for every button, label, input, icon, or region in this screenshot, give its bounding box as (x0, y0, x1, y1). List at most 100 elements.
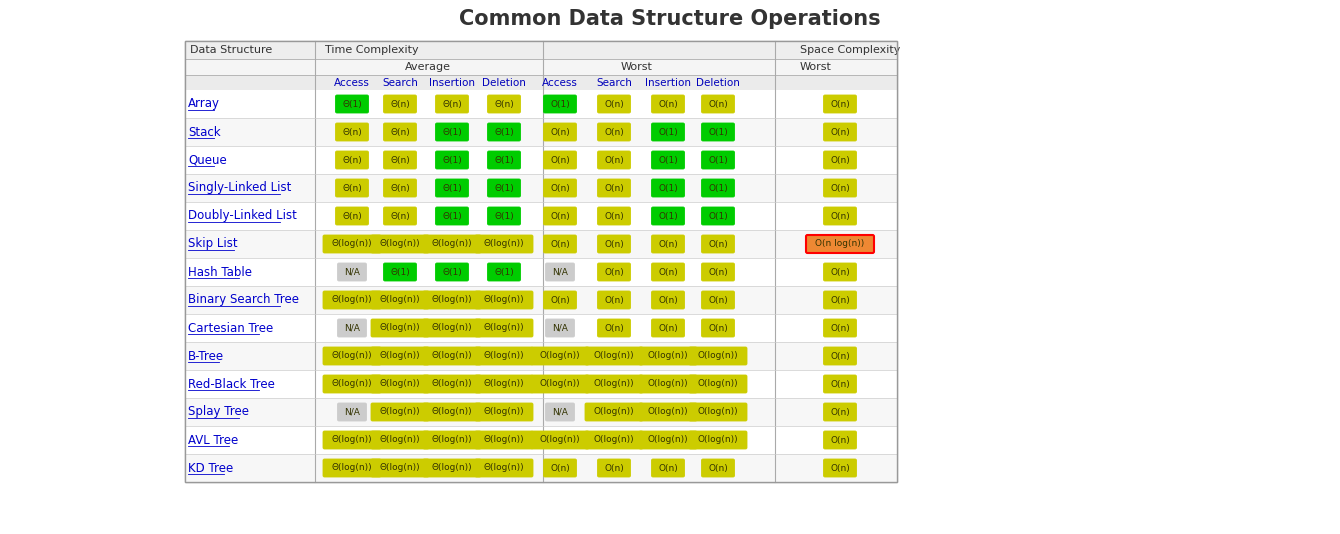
Text: Θ(log(n)): Θ(log(n)) (379, 351, 421, 360)
FancyBboxPatch shape (383, 179, 417, 197)
Text: O(n): O(n) (551, 155, 570, 164)
FancyBboxPatch shape (474, 347, 533, 365)
Text: O(log(n)): O(log(n)) (647, 436, 689, 444)
Text: AVL Tree: AVL Tree (188, 434, 239, 446)
FancyBboxPatch shape (544, 459, 576, 477)
Text: Θ(log(n)): Θ(log(n)) (484, 324, 524, 333)
FancyBboxPatch shape (651, 235, 685, 253)
FancyBboxPatch shape (824, 319, 856, 337)
FancyBboxPatch shape (598, 207, 631, 225)
Text: Θ(log(n)): Θ(log(n)) (484, 295, 524, 304)
Text: Θ(log(n)): Θ(log(n)) (484, 380, 524, 389)
FancyBboxPatch shape (488, 207, 520, 225)
Text: Θ(log(n)): Θ(log(n)) (431, 295, 472, 304)
Text: KD Tree: KD Tree (188, 461, 233, 475)
FancyBboxPatch shape (185, 174, 896, 202)
Text: Average: Average (405, 62, 452, 72)
Text: N/A: N/A (552, 407, 568, 417)
FancyBboxPatch shape (323, 459, 381, 477)
Text: Splay Tree: Splay Tree (188, 405, 249, 419)
Text: O(n): O(n) (829, 380, 850, 389)
Text: O(n): O(n) (708, 464, 728, 473)
Text: Θ(n): Θ(n) (342, 128, 362, 137)
Text: O(n): O(n) (658, 324, 678, 333)
FancyBboxPatch shape (544, 151, 576, 169)
Text: O(n): O(n) (829, 324, 850, 333)
Text: Access: Access (543, 77, 578, 88)
FancyBboxPatch shape (323, 291, 381, 309)
Text: Hash Table: Hash Table (188, 265, 252, 279)
Text: Θ(n): Θ(n) (390, 128, 410, 137)
FancyBboxPatch shape (185, 398, 896, 426)
Text: Θ(1): Θ(1) (494, 128, 513, 137)
Text: O(log(n)): O(log(n)) (647, 407, 689, 417)
Text: O(log(n)): O(log(n)) (698, 351, 738, 360)
FancyBboxPatch shape (323, 347, 381, 365)
Text: O(1): O(1) (708, 211, 728, 221)
FancyBboxPatch shape (689, 347, 746, 365)
FancyBboxPatch shape (474, 291, 533, 309)
FancyBboxPatch shape (474, 319, 533, 337)
FancyBboxPatch shape (338, 263, 367, 281)
Text: O(n): O(n) (829, 128, 850, 137)
Text: Binary Search Tree: Binary Search Tree (188, 294, 299, 307)
Text: Doubly-Linked List: Doubly-Linked List (188, 209, 297, 223)
Text: Θ(1): Θ(1) (442, 268, 462, 277)
FancyBboxPatch shape (335, 123, 368, 141)
Text: O(n): O(n) (708, 240, 728, 248)
FancyBboxPatch shape (545, 319, 575, 337)
Text: Θ(1): Θ(1) (390, 268, 410, 277)
FancyBboxPatch shape (702, 319, 734, 337)
FancyBboxPatch shape (531, 375, 590, 393)
Text: N/A: N/A (552, 268, 568, 277)
Text: O(n): O(n) (829, 99, 850, 108)
Text: O(log(n)): O(log(n)) (698, 380, 738, 389)
Text: O(log(n)): O(log(n)) (647, 351, 689, 360)
Text: Θ(n): Θ(n) (342, 155, 362, 164)
Text: O(n): O(n) (658, 99, 678, 108)
Text: Θ(1): Θ(1) (442, 211, 462, 221)
Text: Queue: Queue (188, 153, 226, 167)
Text: O(log(n)): O(log(n)) (698, 436, 738, 444)
FancyBboxPatch shape (185, 118, 896, 146)
FancyBboxPatch shape (531, 347, 590, 365)
FancyBboxPatch shape (371, 431, 429, 449)
FancyBboxPatch shape (383, 123, 417, 141)
Text: O(log(n)): O(log(n)) (540, 436, 580, 444)
Text: O(n): O(n) (829, 436, 850, 444)
Text: Time Complexity: Time Complexity (326, 45, 418, 55)
FancyBboxPatch shape (651, 319, 685, 337)
FancyBboxPatch shape (824, 375, 856, 393)
Text: O(1): O(1) (708, 184, 728, 192)
Text: Θ(log(n)): Θ(log(n)) (431, 407, 472, 417)
Text: Θ(log(n)): Θ(log(n)) (379, 407, 421, 417)
FancyBboxPatch shape (651, 179, 685, 197)
Text: O(n): O(n) (829, 295, 850, 304)
Text: Common Data Structure Operations: Common Data Structure Operations (460, 9, 880, 29)
FancyBboxPatch shape (824, 179, 856, 197)
FancyBboxPatch shape (436, 263, 469, 281)
Text: O(n): O(n) (604, 184, 624, 192)
FancyBboxPatch shape (651, 151, 685, 169)
FancyBboxPatch shape (689, 403, 746, 421)
FancyBboxPatch shape (639, 347, 697, 365)
FancyBboxPatch shape (586, 375, 643, 393)
Text: O(1): O(1) (708, 155, 728, 164)
FancyBboxPatch shape (805, 235, 874, 253)
FancyBboxPatch shape (639, 431, 697, 449)
FancyBboxPatch shape (689, 431, 746, 449)
FancyBboxPatch shape (651, 95, 685, 113)
Text: Θ(log(n)): Θ(log(n)) (484, 407, 524, 417)
FancyBboxPatch shape (639, 403, 697, 421)
Text: Θ(log(n)): Θ(log(n)) (431, 324, 472, 333)
Text: O(1): O(1) (708, 128, 728, 137)
Text: O(n): O(n) (604, 268, 624, 277)
FancyBboxPatch shape (651, 459, 685, 477)
FancyBboxPatch shape (423, 319, 481, 337)
Text: O(log(n)): O(log(n)) (540, 380, 580, 389)
Text: Θ(n): Θ(n) (390, 211, 410, 221)
Text: O(n): O(n) (829, 211, 850, 221)
Text: Search: Search (382, 77, 418, 88)
FancyBboxPatch shape (598, 123, 631, 141)
Text: O(log(n)): O(log(n)) (594, 380, 634, 389)
